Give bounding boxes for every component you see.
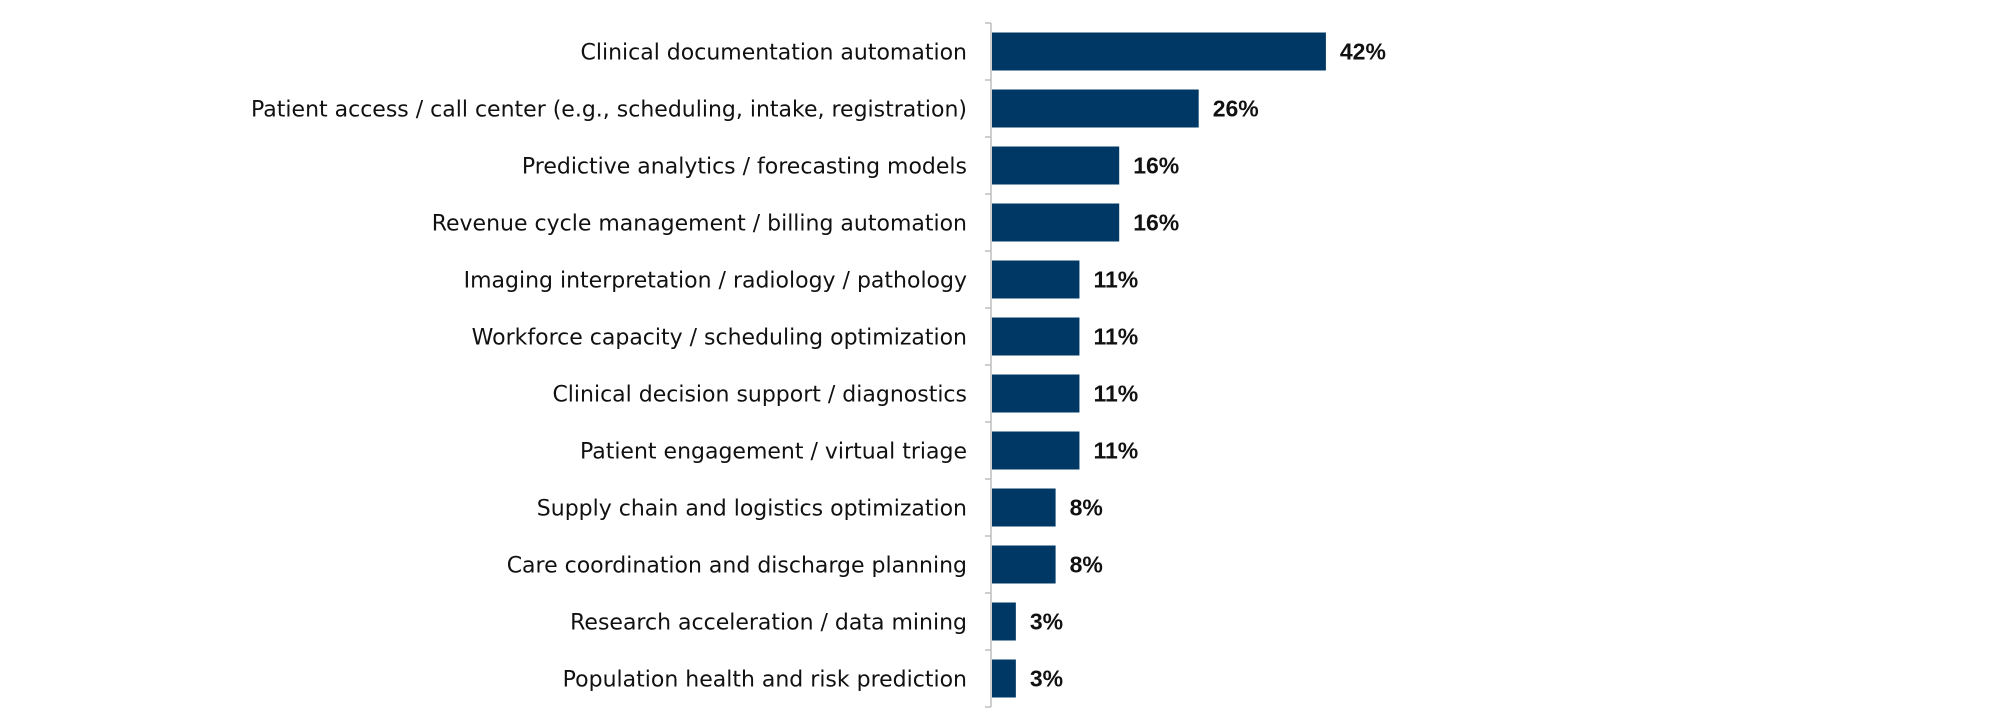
category-label: Research acceleration / data mining xyxy=(570,611,967,636)
value-label: 3% xyxy=(1030,666,1063,692)
category-label: Supply chain and logistics optimization xyxy=(537,497,967,522)
category-label: Patient engagement / virtual triage xyxy=(580,440,967,465)
category-label: Imaging interpretation / radiology / pat… xyxy=(464,269,967,294)
category-label: Revenue cycle management / billing autom… xyxy=(432,212,967,237)
category-label: Population health and risk prediction xyxy=(563,668,967,693)
category-label: Clinical documentation automation xyxy=(580,41,967,66)
bar xyxy=(992,260,1080,299)
bar xyxy=(992,488,1056,527)
bar xyxy=(992,602,1016,641)
bar xyxy=(992,431,1080,470)
bar xyxy=(992,545,1056,584)
bar xyxy=(992,659,1016,698)
category-labels: Clinical documentation automation Patient… xyxy=(251,41,967,693)
value-label: 11% xyxy=(1093,267,1138,293)
value-label: 26% xyxy=(1213,96,1259,122)
value-label: 8% xyxy=(1070,552,1103,578)
bar xyxy=(992,317,1080,356)
value-labels: 42% 26% 16% 16% 11% 11% 11% 11% 8% 8% 3% 3% xyxy=(1030,39,1386,692)
value-label: 8% xyxy=(1070,495,1103,521)
value-label: 3% xyxy=(1030,609,1063,635)
category-label: Care coordination and discharge planning xyxy=(507,554,967,579)
category-axis xyxy=(985,22,992,708)
value-label: 42% xyxy=(1340,39,1386,65)
bar xyxy=(992,203,1120,242)
value-label: 11% xyxy=(1093,438,1138,464)
category-label: Workforce capacity / scheduling optimiza… xyxy=(472,326,967,351)
bars xyxy=(992,32,1326,698)
value-label: 16% xyxy=(1133,153,1179,179)
value-label: 11% xyxy=(1093,381,1138,407)
value-label: 16% xyxy=(1133,210,1179,236)
category-label: Predictive analytics / forecasting model… xyxy=(522,155,967,180)
value-label: 11% xyxy=(1093,324,1138,350)
category-label: Clinical decision support / diagnostics xyxy=(552,383,967,408)
bar xyxy=(992,89,1199,128)
category-label: Patient access / call center (e.g., sche… xyxy=(251,98,967,123)
bar xyxy=(992,146,1120,185)
bar xyxy=(992,32,1326,71)
bar xyxy=(992,374,1080,413)
